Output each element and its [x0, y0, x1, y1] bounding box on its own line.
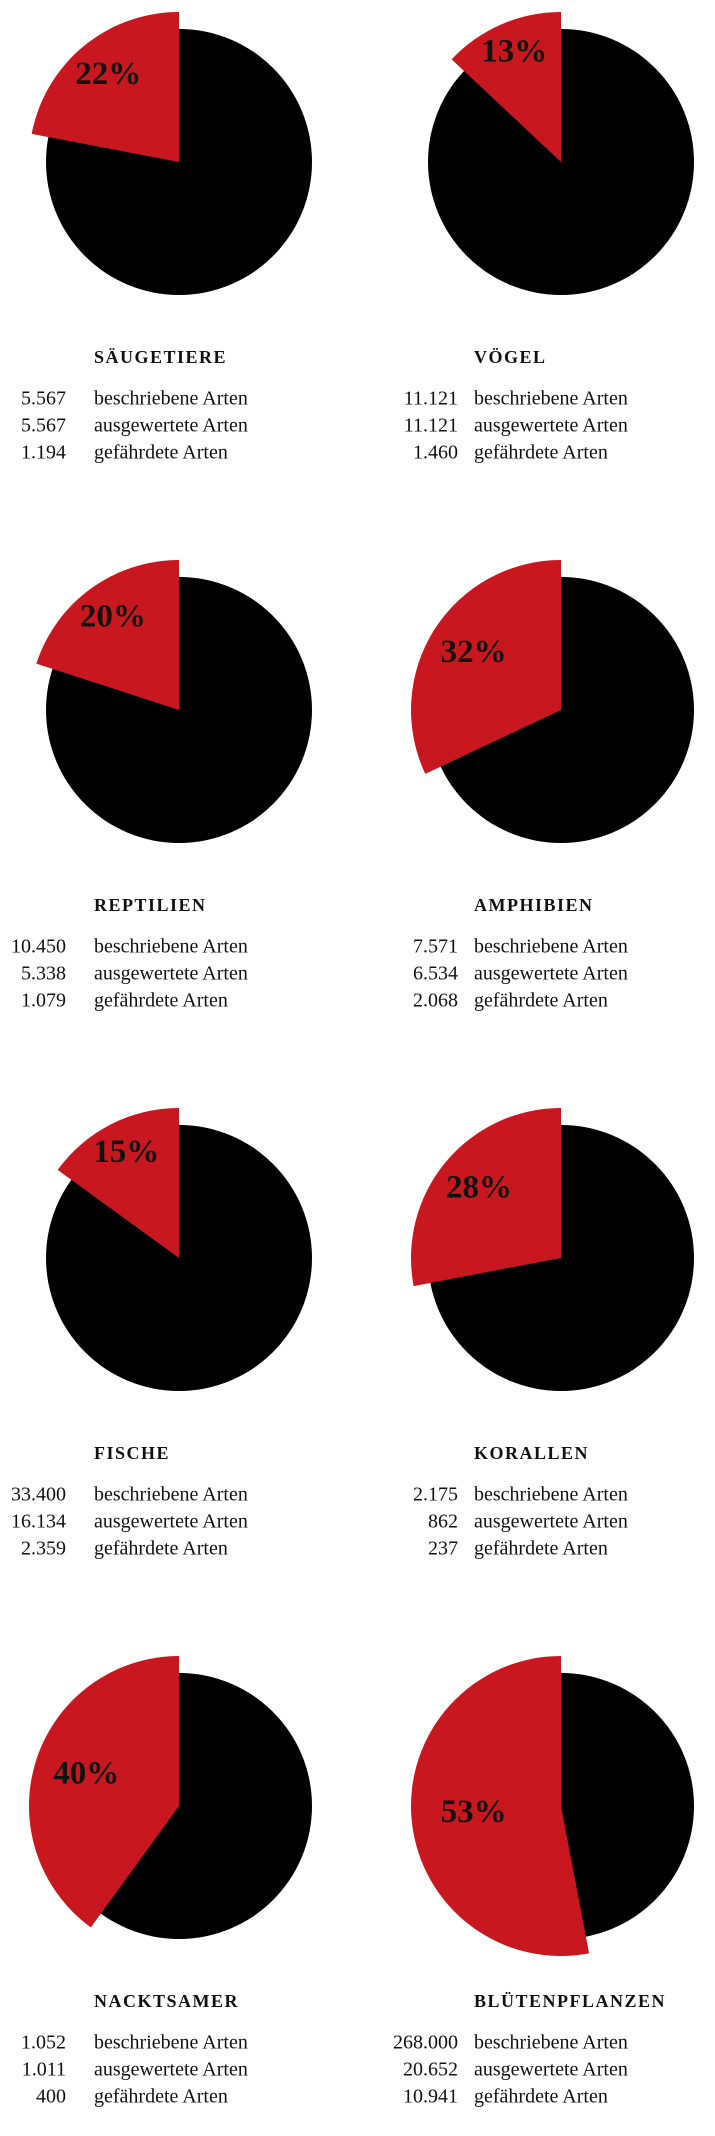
stat-label: gefährdete Arten — [94, 2086, 228, 2108]
percent-label: 40% — [53, 1755, 119, 1791]
category-title: REPTILIEN — [94, 895, 207, 915]
stat-label: ausgewertete Arten — [474, 415, 628, 437]
stat-number: 10.450 — [11, 936, 66, 958]
percent-label: 53% — [441, 1794, 507, 1830]
category-title: NACKTSAMER — [94, 1991, 239, 2011]
category-title: FISCHE — [94, 1443, 170, 1463]
category-title: KORALLEN — [474, 1443, 589, 1463]
stat-number: 862 — [428, 1511, 458, 1533]
stat-label: gefährdete Arten — [474, 990, 608, 1012]
stat-label: beschriebene Arten — [94, 388, 248, 410]
category-title: VÖGEL — [474, 347, 547, 367]
stat-label: gefährdete Arten — [474, 1538, 608, 1560]
percent-label: 22% — [75, 56, 141, 92]
stat-label: ausgewertete Arten — [474, 1511, 628, 1533]
stat-number: 20.652 — [403, 2059, 458, 2081]
category-title: AMPHIBIEN — [474, 895, 594, 915]
stat-number: 7.571 — [413, 936, 458, 958]
stat-label: beschriebene Arten — [94, 2032, 248, 2054]
stat-number: 2.359 — [21, 1538, 66, 1560]
stat-number: 16.134 — [11, 1511, 66, 1533]
percent-label: 32% — [441, 634, 507, 670]
stat-label: gefährdete Arten — [94, 442, 228, 464]
stat-label: beschriebene Arten — [474, 388, 628, 410]
stat-number: 6.534 — [413, 963, 458, 985]
stat-number: 1.052 — [21, 2032, 66, 2054]
percent-label: 13% — [481, 34, 547, 70]
stat-number: 1.194 — [21, 442, 66, 464]
stat-number: 1.011 — [22, 2059, 66, 2081]
stat-number: 11.121 — [404, 388, 458, 410]
stat-label: beschriebene Arten — [94, 936, 248, 958]
stat-label: ausgewertete Arten — [94, 2059, 248, 2081]
stat-label: gefährdete Arten — [94, 990, 228, 1012]
category-title: BLÜTENPFLANZEN — [474, 1991, 666, 2011]
stat-number: 400 — [36, 2086, 66, 2108]
stat-number: 5.567 — [21, 388, 66, 410]
percent-label: 28% — [446, 1170, 512, 1206]
stat-number: 1.460 — [413, 442, 458, 464]
stat-label: beschriebene Arten — [474, 1484, 628, 1506]
stat-number: 237 — [428, 1538, 458, 1560]
stat-number: 33.400 — [11, 1484, 66, 1506]
stat-label: beschriebene Arten — [94, 1484, 248, 1506]
percent-label: 20% — [80, 599, 146, 635]
stat-label: gefährdete Arten — [94, 1538, 228, 1560]
stat-number: 2.175 — [413, 1484, 458, 1506]
stat-label: ausgewertete Arten — [94, 1511, 248, 1533]
stat-number: 268.000 — [393, 2032, 458, 2054]
infographic: 22% SÄUGETIERE 5.567 beschriebene Arten 5.56… — [0, 0, 715, 2136]
stat-number: 5.338 — [21, 963, 66, 985]
stat-label: ausgewertete Arten — [94, 963, 248, 985]
stat-label: ausgewertete Arten — [94, 415, 248, 437]
category-title: SÄUGETIERE — [94, 347, 227, 367]
stat-number: 5.567 — [21, 415, 66, 437]
stat-label: beschriebene Arten — [474, 2032, 628, 2054]
stat-label: beschriebene Arten — [474, 936, 628, 958]
stat-number: 1.079 — [21, 990, 66, 1012]
stat-label: gefährdete Arten — [474, 2086, 608, 2108]
stat-number: 10.941 — [403, 2086, 458, 2108]
stat-number: 2.068 — [413, 990, 458, 1012]
page: 22% SÄUGETIERE 5.567 beschriebene Arten 5.56… — [0, 0, 715, 2136]
percent-label: 15% — [93, 1134, 159, 1170]
stat-number: 11.121 — [404, 415, 458, 437]
stat-label: ausgewertete Arten — [474, 963, 628, 985]
stat-label: ausgewertete Arten — [474, 2059, 628, 2081]
stat-label: gefährdete Arten — [474, 442, 608, 464]
